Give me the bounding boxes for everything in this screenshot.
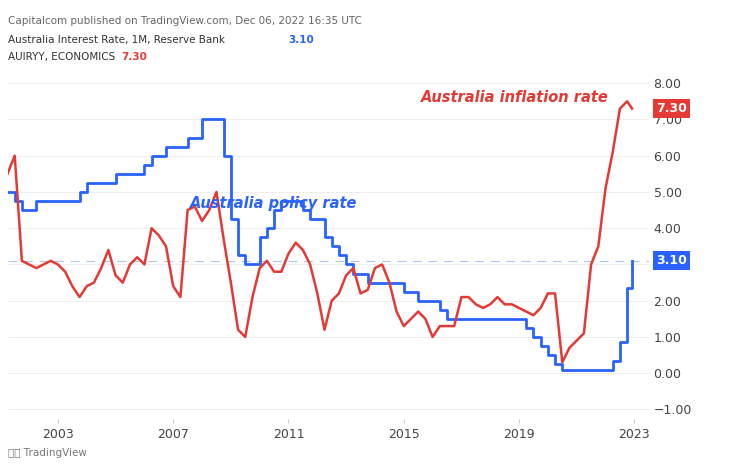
Text: Capitalcom published on TradingView.com, Dec 06, 2022 16:35 UTC: Capitalcom published on TradingView.com,… bbox=[8, 16, 362, 27]
Text: 7.30: 7.30 bbox=[656, 102, 687, 115]
Text: Australia policy rate: Australia policy rate bbox=[190, 196, 358, 211]
Text: Australia Interest Rate, 1M, Reserve Bank: Australia Interest Rate, 1M, Reserve Ban… bbox=[8, 35, 231, 45]
Text: Ⓣⓥ TradingView: Ⓣⓥ TradingView bbox=[8, 448, 86, 458]
Text: 7.30: 7.30 bbox=[122, 52, 147, 62]
Text: 3.10: 3.10 bbox=[289, 35, 314, 45]
Text: 3.10: 3.10 bbox=[656, 254, 687, 267]
Text: Australia inflation rate: Australia inflation rate bbox=[421, 90, 609, 105]
Text: AUIRYY, ECONOMICS: AUIRYY, ECONOMICS bbox=[8, 52, 122, 62]
